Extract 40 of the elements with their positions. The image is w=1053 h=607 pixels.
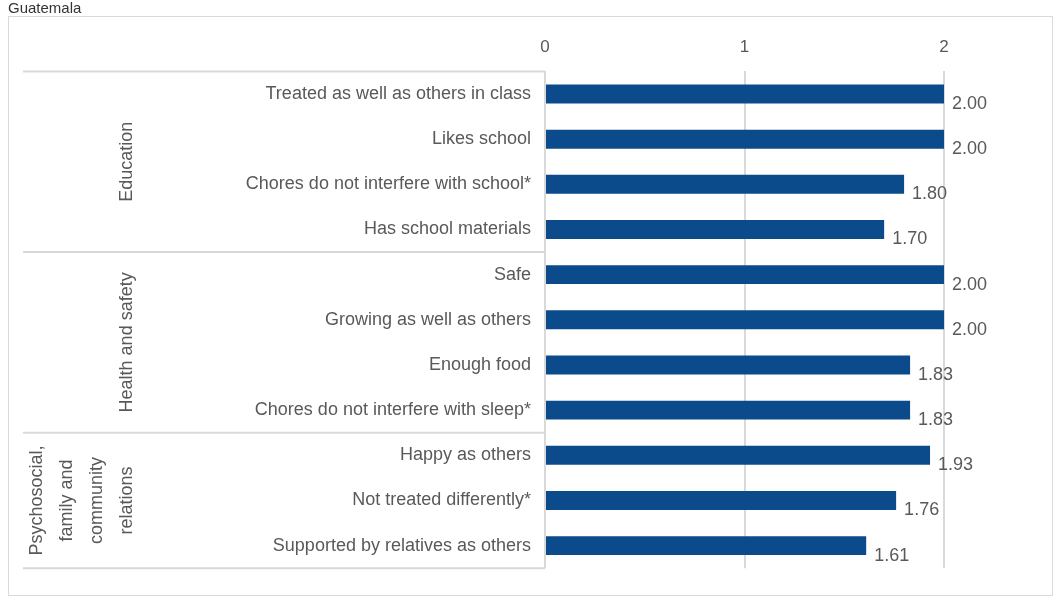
y-tick-label: Likes school <box>431 128 531 149</box>
data-label: 2.00 <box>952 273 988 294</box>
data-label: 1.70 <box>892 228 928 249</box>
text: Guatemala <box>8 0 83 16</box>
bar <box>546 355 911 375</box>
x-tick-label: 0 <box>540 36 550 56</box>
bar <box>546 490 897 510</box>
y-tick-label: Treated as well as others in class <box>265 82 531 103</box>
data-label: 2.00 <box>952 92 988 113</box>
x-tick-label: 1 <box>739 36 750 56</box>
bar <box>546 265 944 285</box>
y-tick-label: Not treated differently* <box>352 489 531 510</box>
y-tick-label: Happy as others <box>399 444 531 465</box>
y-tick-label: Has school materials <box>363 218 531 239</box>
data-label: 2.00 <box>952 138 988 159</box>
bar <box>546 174 905 194</box>
data-label: 1.61 <box>874 544 910 565</box>
data-label: 1.76 <box>904 499 940 520</box>
text: Psychosocial, family and community relations <box>25 445 136 556</box>
bar <box>546 536 867 556</box>
text: Education <box>115 121 136 202</box>
x-tick-label: 2 <box>939 36 949 56</box>
y-tick-label: Supported by relatives as others <box>272 534 531 555</box>
y-tick-label: Safe <box>493 263 531 284</box>
bar <box>546 84 944 104</box>
bar <box>546 445 931 465</box>
data-label: 1.83 <box>918 409 954 430</box>
data-label: 2.00 <box>952 318 988 339</box>
y-tick-label: Enough food <box>428 353 531 374</box>
data-label: 1.80 <box>912 183 948 204</box>
text: Health and safety <box>115 272 136 413</box>
data-label: 1.83 <box>918 363 954 384</box>
bar <box>546 219 885 239</box>
bar <box>546 129 944 149</box>
y-tick-label: Chores do not interfere with school* <box>245 173 531 194</box>
y-tick-label: Chores do not interfere with sleep* <box>254 399 531 420</box>
y-tick-label: Growing as well as others <box>324 308 531 329</box>
data-label: 1.93 <box>938 454 974 475</box>
bar <box>546 400 911 420</box>
bar <box>546 310 944 330</box>
